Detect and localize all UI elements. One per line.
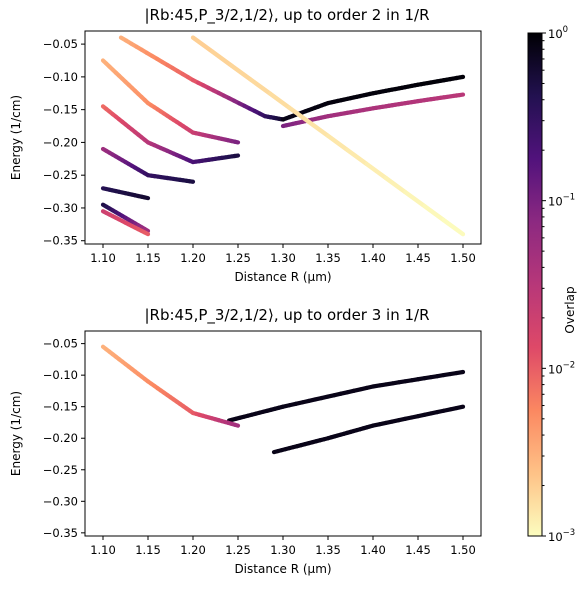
x-tick-label: 1.20 <box>180 543 206 557</box>
series-0-segment <box>454 369 466 376</box>
colorbar-gradient <box>528 33 542 536</box>
series-1-segment <box>457 74 466 80</box>
chart-title-top: |Rb:45,P_3/2,1/2⟩, up to order 2 in 1/R <box>144 6 429 25</box>
series-10-segment <box>364 161 388 181</box>
series-10-segment <box>287 105 311 124</box>
x-tick-label: 1.25 <box>225 251 251 265</box>
x-tick-label: 1.10 <box>90 543 116 557</box>
y-axis: −0.05 −0.10 −0.15 −0.20 −0.25 −0.30 −0.35 Energ… <box>9 337 85 540</box>
x-tick-label: 1.20 <box>180 251 206 265</box>
series-10-segment <box>345 147 369 167</box>
series-0 <box>226 369 466 423</box>
colorbar-frame <box>527 32 543 537</box>
x-tick-label: 1.50 <box>450 543 476 557</box>
series-10-segment <box>268 91 292 110</box>
series-10-segment <box>403 189 427 209</box>
y-tick-label: −0.10 <box>43 368 78 382</box>
plot-frame <box>84 330 482 537</box>
y-tick-label: −0.35 <box>43 526 78 540</box>
x-tick-label: 1.45 <box>405 543 431 557</box>
series-10-segment <box>306 119 331 138</box>
y-tick-label: −0.10 <box>43 70 78 84</box>
chart-title-bottom: |Rb:45,P_3/2,1/2⟩, up to order 3 in 1/R <box>144 306 429 325</box>
x-axis-label: Distance R (μm) <box>234 562 331 576</box>
x-tick-label: 1.40 <box>360 251 386 265</box>
series-8-segment <box>142 230 151 237</box>
y-tick-label: −0.30 <box>43 201 78 215</box>
series-5 <box>100 146 196 184</box>
x-axis: 1.10 1.15 1.20 1.25 1.30 1.35 1.40 1.45 1.50 Dist… <box>90 536 476 576</box>
colorbar-tick-label: 10−2 <box>548 360 575 376</box>
series-3 <box>100 58 241 145</box>
panel-top: |Rb:45,P_3/2,1/2⟩, up to order 2 in 1/R … <box>9 6 482 284</box>
y-tick-label: −0.15 <box>43 400 78 414</box>
x-tick-label: 1.40 <box>360 543 386 557</box>
series-2-segment <box>232 422 241 428</box>
panel-bottom: |Rb:45,P_3/2,1/2⟩, up to order 3 in 1/R … <box>9 306 482 576</box>
series-10-segment <box>441 218 466 237</box>
series-1-segment <box>454 404 466 411</box>
y-axis-label: Energy (1/cm) <box>9 391 23 476</box>
x-tick-label: 1.45 <box>405 251 431 265</box>
series-10-segment <box>422 203 446 223</box>
x-axis-label: Distance R (μm) <box>234 270 331 284</box>
series-6-segment <box>142 195 151 201</box>
series-10-segment <box>383 175 408 195</box>
x-tick-label: 1.30 <box>270 251 296 265</box>
y-tick-label: −0.05 <box>43 337 78 351</box>
colorbar-tick-label: 10−1 <box>548 193 575 209</box>
x-tick-label: 1.30 <box>270 543 296 557</box>
y-axis-label: Energy (1/cm) <box>9 95 23 180</box>
colorbar: Overlap 100 10−1 10−2 10−3 <box>527 25 577 544</box>
plot-area <box>100 344 466 455</box>
series-3-segment <box>232 139 241 145</box>
series-2 <box>100 344 241 428</box>
plot-area <box>100 35 466 237</box>
x-tick-label: 1.10 <box>90 251 116 265</box>
y-tick-label: −0.25 <box>43 168 78 182</box>
x-tick-label: 1.50 <box>450 251 476 265</box>
colorbar-tick-label: 10−3 <box>548 528 575 544</box>
x-tick-label: 1.35 <box>315 251 341 265</box>
series-6 <box>100 186 151 201</box>
x-tick-label: 1.35 <box>315 543 341 557</box>
y-tick-label: −0.20 <box>43 135 78 149</box>
series-10-segment <box>325 133 350 153</box>
y-tick-label: −0.05 <box>43 37 78 51</box>
y-tick-label: −0.35 <box>43 234 78 248</box>
series-1 <box>271 404 466 455</box>
x-axis: 1.10 1.15 1.20 1.25 1.30 1.35 1.40 1.45 1.50 Dist… <box>90 244 476 284</box>
series-10-segment <box>229 63 253 82</box>
y-tick-label: −0.20 <box>43 431 78 445</box>
series-8 <box>100 209 151 237</box>
y-tick-label: −0.30 <box>43 494 78 508</box>
series-2 <box>280 92 466 129</box>
x-tick-label: 1.25 <box>225 543 251 557</box>
series-7-segment <box>142 226 151 233</box>
series-0 <box>118 35 286 122</box>
series-10 <box>190 35 466 237</box>
series-7 <box>100 202 151 233</box>
y-tick-label: −0.15 <box>43 103 78 117</box>
y-tick-label: −0.25 <box>43 463 78 477</box>
series-4 <box>100 104 241 165</box>
series-10-segment <box>248 77 273 96</box>
colorbar-tick-label: 100 <box>548 25 568 41</box>
series-10-segment <box>210 49 234 68</box>
y-axis: −0.05 −0.10 −0.15 −0.20 −0.25 −0.30 −0.35 Energ… <box>9 37 85 248</box>
x-tick-label: 1.15 <box>135 251 161 265</box>
series-10-segment <box>190 35 215 54</box>
x-tick-label: 1.15 <box>135 543 161 557</box>
colorbar-label: Overlap <box>563 286 577 333</box>
